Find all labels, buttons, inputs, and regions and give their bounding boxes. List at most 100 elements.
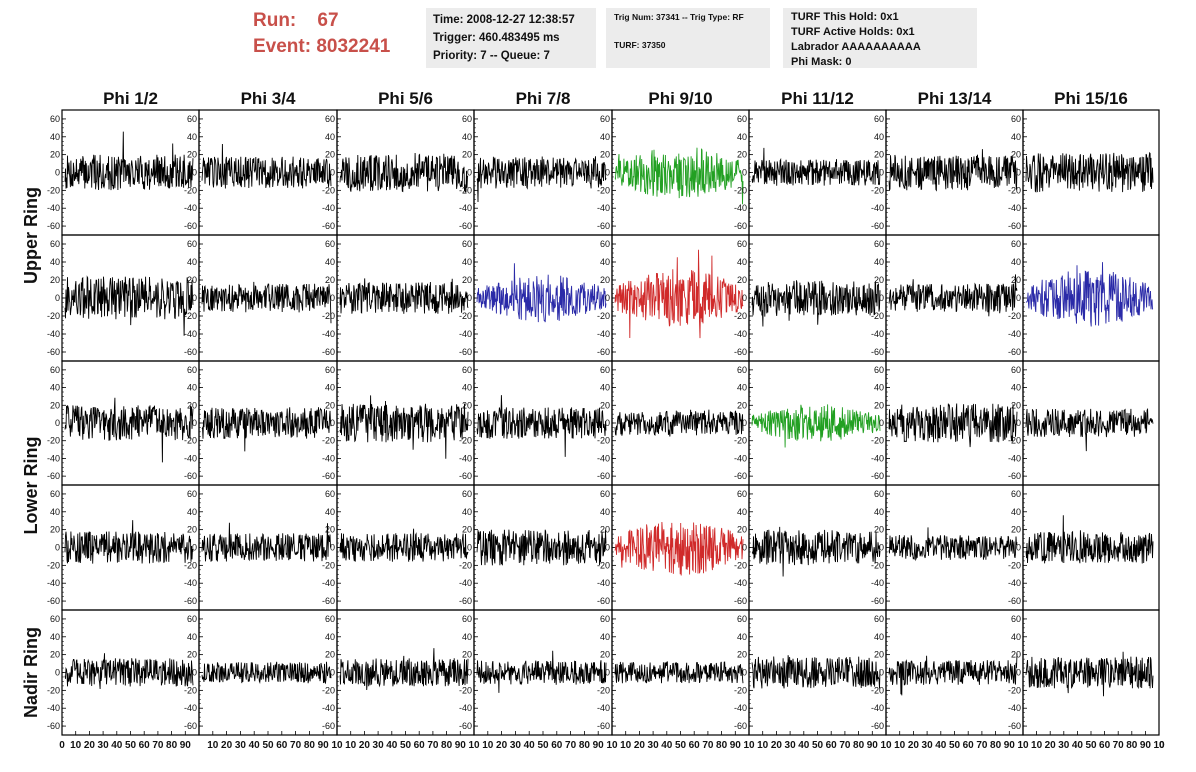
- y-tick-label: 60: [50, 114, 60, 124]
- y-tick-label: 20: [737, 150, 747, 160]
- y-tick-label: 60: [874, 614, 884, 624]
- y-tick-label: -60: [871, 721, 884, 731]
- waveform-trace: [614, 409, 744, 437]
- x-tick-label: 90: [180, 740, 192, 751]
- y-tick-label: 40: [50, 383, 60, 393]
- x-tick-label: 60: [689, 740, 701, 751]
- x-tick-label: 70: [565, 740, 577, 751]
- y-tick-label: -60: [184, 347, 197, 357]
- waveform-panel: 60 40 20 0 -20 -40 -60: [459, 484, 613, 611]
- y-tick-label: 20: [874, 650, 884, 660]
- x-tick-label: 60: [551, 740, 563, 751]
- x-tick-label: 90: [867, 740, 879, 751]
- y-tick-label: 40: [737, 507, 747, 517]
- x-tick-label: 40: [1072, 740, 1084, 751]
- y-tick-label: -20: [734, 685, 747, 695]
- y-tick-label: -60: [47, 721, 60, 731]
- y-tick-label: -60: [459, 347, 472, 357]
- y-tick-label: 20: [50, 650, 60, 660]
- x-tick-label: 10: [1153, 740, 1165, 751]
- y-tick-label: 0: [605, 293, 610, 303]
- y-tick-label: 60: [325, 614, 335, 624]
- waveform-panel: 60 40 20 0 -20 -40 -60: [734, 109, 887, 236]
- y-tick-label: -60: [734, 221, 747, 231]
- y-tick-label: -40: [322, 703, 335, 713]
- y-tick-label: 60: [600, 239, 610, 249]
- y-tick-label: -20: [322, 436, 335, 446]
- waveform-panel: 60 40 20 0 -20 -40 -60: [734, 484, 887, 611]
- waveform-trace: [888, 149, 1018, 192]
- y-tick-label: -20: [1008, 311, 1021, 321]
- y-tick-label: 60: [874, 365, 884, 375]
- ring-label: Upper Ring: [21, 187, 41, 284]
- y-tick-label: -20: [322, 685, 335, 695]
- y-tick-label: 20: [325, 525, 335, 535]
- y-tick-label: 0: [1016, 293, 1021, 303]
- waveform-panel: 60 40 20 0 -20 -40 -60: [1008, 609, 1160, 736]
- y-tick-label: -40: [871, 329, 884, 339]
- y-tick-label: -20: [871, 560, 884, 570]
- y-tick-label: 40: [600, 132, 610, 142]
- y-tick-label: 0: [467, 668, 472, 678]
- y-tick-label: 0: [192, 668, 197, 678]
- y-tick-label: 40: [600, 257, 610, 267]
- x-tick-label: 30: [785, 740, 797, 751]
- y-tick-label: 40: [462, 383, 472, 393]
- waveform-panel: 60 40 20 0 -20 -40 -60: [322, 234, 475, 362]
- y-tick-label: -20: [184, 311, 197, 321]
- waveform-trace: [339, 648, 469, 691]
- waveform-panel: 60 40 20 0 -20 -40 -60: [871, 360, 1024, 486]
- y-tick-label: -60: [184, 721, 197, 731]
- trig-num-text: Trig Num: 37341 -- Trig Type: RF: [614, 12, 744, 22]
- y-tick-label: -20: [322, 311, 335, 321]
- turf-active-text: TURF Active Holds: 0x1: [791, 26, 915, 38]
- waveform-trace: [1025, 407, 1154, 452]
- waveform-trace: [476, 529, 607, 566]
- x-tick-label: 70: [976, 740, 988, 751]
- y-tick-label: -40: [184, 453, 197, 463]
- waveform-panel: 60 40 20 0 -20 -40 -60: [597, 609, 750, 736]
- waveform-trace: [614, 521, 744, 576]
- y-tick-label: 60: [874, 239, 884, 249]
- waveform-trace: [64, 520, 194, 564]
- y-tick-label: -40: [597, 703, 610, 713]
- y-tick-label: 0: [467, 418, 472, 428]
- y-tick-label: -60: [734, 596, 747, 606]
- x-tick-label: 30: [922, 740, 934, 751]
- waveform-trace: [64, 131, 194, 191]
- y-tick-label: 60: [50, 365, 60, 375]
- y-tick-label: -60: [322, 596, 335, 606]
- y-tick-label: -40: [1008, 453, 1021, 463]
- phi-mask-text: Phi Mask: 0: [791, 56, 852, 68]
- waveform-panel: 60 40 20 0 -20 -40 -60: [871, 609, 1024, 736]
- waveform-panel: 60 40 20 0 -20 -40 -60: [322, 109, 475, 236]
- waveform-trace: [614, 661, 744, 684]
- y-tick-label: 20: [50, 275, 60, 285]
- y-tick-label: 20: [737, 275, 747, 285]
- x-tick-label: 30: [648, 740, 660, 751]
- waveform-trace: [1025, 515, 1154, 564]
- y-tick-label: 40: [187, 632, 197, 642]
- waveform-trace: [614, 147, 744, 205]
- waveform-trace: [751, 147, 881, 186]
- y-tick-label: 20: [737, 650, 747, 660]
- y-tick-label: -20: [459, 311, 472, 321]
- y-tick-label: 60: [1011, 114, 1021, 124]
- y-tick-label: 60: [187, 239, 197, 249]
- y-tick-label: 20: [187, 525, 197, 535]
- y-tick-label: 0: [467, 543, 472, 553]
- y-tick-label: 60: [50, 614, 60, 624]
- x-tick-label: 0: [1159, 740, 1165, 751]
- x-tick-label: 50: [400, 740, 412, 751]
- y-tick-label: 60: [737, 614, 747, 624]
- y-tick-label: 40: [874, 132, 884, 142]
- column-header: Phi 9/10: [648, 89, 712, 108]
- y-tick-label: 40: [737, 132, 747, 142]
- waveform-trace: [751, 655, 881, 689]
- y-tick-label: 20: [50, 150, 60, 160]
- y-tick-label: 60: [600, 114, 610, 124]
- x-tick-label: 90: [593, 740, 605, 751]
- x-tick-label: 60: [1099, 740, 1111, 751]
- y-tick-label: -40: [734, 203, 747, 213]
- y-tick-label: 60: [187, 614, 197, 624]
